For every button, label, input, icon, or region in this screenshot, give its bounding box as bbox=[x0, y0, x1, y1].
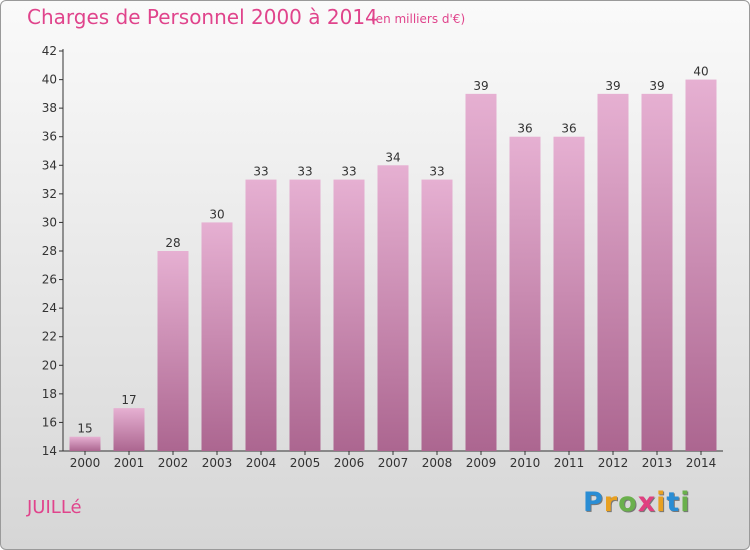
bar-2003 bbox=[201, 222, 233, 451]
chart-title: Charges de Personnel 2000 à 2014 bbox=[27, 5, 378, 29]
bar-2012 bbox=[597, 93, 629, 451]
x-tick-label: 2013 bbox=[642, 456, 673, 470]
logo-letter: t bbox=[666, 487, 681, 518]
data-label-2010: 36 bbox=[517, 122, 532, 136]
x-tick-label: 2014 bbox=[686, 456, 717, 470]
commune-name: JUILLé bbox=[27, 497, 82, 518]
x-tick-label: 2007 bbox=[378, 456, 409, 470]
data-label-2011: 36 bbox=[561, 122, 576, 136]
bar-2014 bbox=[685, 79, 717, 452]
bar-2002 bbox=[157, 251, 189, 451]
y-tick-label: 22 bbox=[42, 330, 57, 344]
x-tick-label: 2000 bbox=[70, 456, 101, 470]
data-label-2013: 39 bbox=[649, 79, 664, 93]
y-tick-label: 16 bbox=[42, 415, 57, 429]
y-tick-label: 32 bbox=[42, 187, 57, 201]
bar-2001 bbox=[113, 408, 145, 451]
bar-2008 bbox=[421, 179, 453, 452]
bar-2007 bbox=[377, 165, 409, 452]
data-labels: 15 17 28 30 33 33 33 34 33 39 36 36 39 39 40 bbox=[77, 65, 708, 436]
bar-2013 bbox=[641, 93, 673, 451]
y-tick-label: 14 bbox=[42, 444, 57, 458]
bar-2000 bbox=[69, 436, 101, 451]
y-tick-label: 28 bbox=[42, 244, 57, 258]
bar-2011 bbox=[553, 136, 585, 451]
logo-letter: r bbox=[603, 487, 619, 518]
logo-letter: o bbox=[618, 487, 638, 518]
chart-unit: (en milliers d'€) bbox=[371, 12, 466, 26]
y-tick-label: 40 bbox=[42, 73, 57, 87]
x-tick-label: 2005 bbox=[290, 456, 321, 470]
y-tick-label: 38 bbox=[42, 101, 57, 115]
data-label-2014: 40 bbox=[693, 65, 708, 79]
data-label-2005: 33 bbox=[297, 165, 312, 179]
data-label-2006: 33 bbox=[341, 165, 356, 179]
x-tick-label: 2010 bbox=[510, 456, 541, 470]
x-tick-label: 2002 bbox=[158, 456, 189, 470]
data-label-2002: 28 bbox=[165, 236, 180, 250]
bars bbox=[69, 79, 717, 452]
y-tick-label: 20 bbox=[42, 358, 57, 372]
x-tick-label: 2004 bbox=[246, 456, 277, 470]
bar-2004 bbox=[245, 179, 277, 452]
data-label-2009: 39 bbox=[473, 79, 488, 93]
data-label-2001: 17 bbox=[121, 393, 136, 407]
x-tick-label: 2006 bbox=[334, 456, 365, 470]
bar-2005 bbox=[289, 179, 321, 452]
x-tick-label: 2012 bbox=[598, 456, 629, 470]
proxiti-logo: Proxiti bbox=[583, 487, 691, 518]
logo-letter: x bbox=[637, 487, 657, 518]
data-label-2008: 33 bbox=[429, 165, 444, 179]
bar-2010 bbox=[509, 136, 541, 451]
data-label-2003: 30 bbox=[209, 207, 224, 221]
logo-letter: P bbox=[583, 487, 604, 518]
data-label-2004: 33 bbox=[253, 165, 268, 179]
y-tick-label: 24 bbox=[42, 301, 57, 315]
axes: 14 16 18 20 22 24 26 28 30 32 34 36 38 40 42 2000 2001 20… bbox=[42, 44, 723, 470]
data-label-2007: 34 bbox=[385, 150, 400, 164]
x-tick-label: 2003 bbox=[202, 456, 233, 470]
x-tick-label: 2001 bbox=[114, 456, 145, 470]
data-label-2000: 15 bbox=[77, 422, 92, 436]
data-label-2012: 39 bbox=[605, 79, 620, 93]
x-tick-label: 2008 bbox=[422, 456, 453, 470]
x-tick-label: 2009 bbox=[466, 456, 497, 470]
y-tick-label: 34 bbox=[42, 158, 57, 172]
logo-letter: i bbox=[656, 487, 667, 518]
y-tick-label: 42 bbox=[42, 44, 57, 58]
y-tick-label: 18 bbox=[42, 387, 57, 401]
x-tick-label: 2011 bbox=[554, 456, 585, 470]
bar-2006 bbox=[333, 179, 365, 452]
logo-letter: i bbox=[680, 487, 691, 518]
y-tick-label: 36 bbox=[42, 130, 57, 144]
bar-2009 bbox=[465, 93, 497, 451]
y-tick-label: 30 bbox=[42, 215, 57, 229]
y-tick-label: 26 bbox=[42, 273, 57, 287]
